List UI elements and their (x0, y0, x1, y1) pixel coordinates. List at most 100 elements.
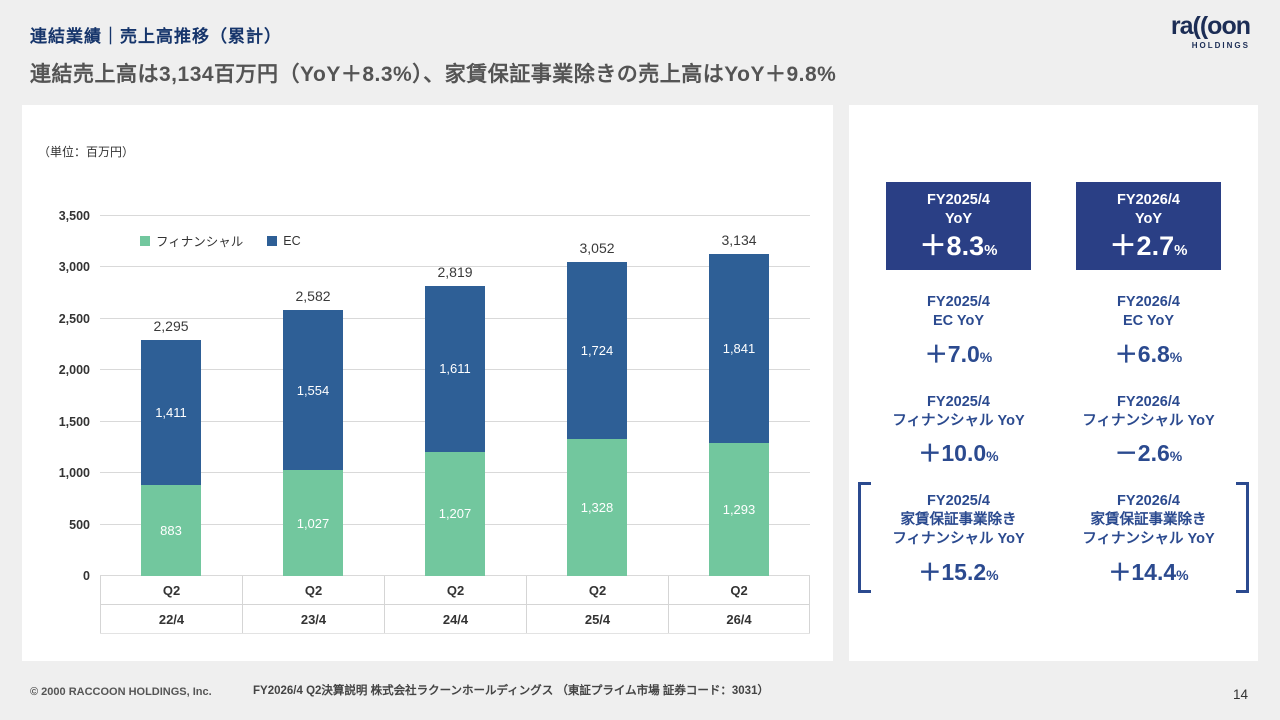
bar-total-label: 2,582 (295, 288, 331, 305)
stat-value-unit: % (1169, 348, 1183, 365)
bar-segment-ec: 1,554 (283, 310, 343, 471)
yoy-box-fy2025: FY2025/4 YoY ＋8.3% (886, 182, 1031, 270)
stat-label: フィナンシャル YoY (1082, 531, 1215, 548)
stats-row: FY2025/4 EC YoY ＋7.0% FY2026/4 EC YoY ＋6.8% (849, 293, 1258, 369)
bar-segment-ec: 1,611 (425, 286, 485, 452)
stat-block: FY2026/4 家賃保証事業除き フィナンシャル YoY ＋14.4% (1064, 492, 1234, 587)
stat-value-unit: % (1169, 448, 1183, 465)
footer-copyright: © 2000 RACCOON HOLDINGS, Inc. (30, 686, 212, 698)
stat-label: 家賃保証事業除き (900, 512, 1017, 529)
left-bracket (858, 482, 871, 593)
bar-segment-value: 883 (160, 522, 182, 538)
legend-swatch (140, 235, 150, 246)
stat-label: FY2025/4 (927, 294, 990, 310)
bar-segment-financial: 883 (141, 485, 201, 576)
y-axis-tick: 2,500 (58, 311, 90, 326)
bar-total-label: 2,295 (153, 317, 189, 334)
logo-subtext: HOLDINGS (1191, 41, 1250, 50)
box-period: FY2026/4 (1117, 191, 1180, 208)
stat-value: ＋14.4% (1064, 553, 1234, 587)
stacked-bar: 3,134 1,841 1,293 (709, 232, 769, 576)
bar-segment-value: 1,724 (580, 343, 614, 359)
box-period: FY2025/4 (927, 191, 990, 208)
x-axis-table: Q2 Q2 Q2 Q2 Q2 22/4 23/4 24/4 25/4 26/4 (100, 576, 810, 634)
x-axis-fiscal-cell: 25/4 (526, 605, 668, 633)
stat-block: FY2025/4 フィナンシャル YoY ＋10.0% (874, 393, 1044, 469)
yoy-highlight-boxes: FY2025/4 YoY ＋8.3% FY2026/4 YoY ＋2.7% (849, 182, 1258, 270)
y-axis-tick: 1,500 (58, 414, 90, 429)
stat-block: FY2025/4 EC YoY ＋7.0% (874, 293, 1044, 369)
stat-label: FY2025/4 (927, 493, 990, 510)
x-axis-quarter-cell: Q2 (526, 576, 668, 604)
bar-segment-value: 1,611 (439, 361, 471, 377)
x-axis-quarter-cell: Q2 (668, 576, 810, 604)
box-label: YoY (1134, 211, 1163, 228)
stat-value: ＋7.0% (874, 335, 1044, 369)
box-value: ＋8.3% (919, 230, 998, 261)
legend-item: EC (267, 231, 301, 250)
stats-row: FY2025/4 家賃保証事業除き フィナンシャル YoY ＋15.2% FY2026/… (849, 482, 1258, 593)
stat-value-unit: % (1176, 566, 1189, 583)
logo-wordmark: ra((oon (1170, 12, 1251, 40)
stat-label: FY2026/4 (1117, 294, 1180, 310)
bar-segment-financial: 1,207 (425, 451, 485, 576)
bar-total-label: 2,819 (437, 264, 473, 281)
plot-area: フィナンシャル EC 2,295 1,411 883 2,582 1,554 1,027 2,… (100, 215, 810, 576)
stat-label: FY2025/4 (927, 393, 990, 410)
chart-legend: フィナンシャル EC (140, 231, 301, 250)
page-number: 14 (1232, 687, 1248, 702)
stat-block: FY2025/4 家賃保証事業除き フィナンシャル YoY ＋15.2% (874, 492, 1044, 587)
legend-swatch (267, 235, 278, 246)
x-axis-fiscal-cell: 26/4 (668, 605, 810, 633)
y-axis-tick: 3,000 (58, 260, 90, 275)
bar-segment-ec: 1,411 (141, 339, 201, 486)
y-axis-tick: 1,000 (58, 466, 90, 481)
bar-segment-value: 1,293 (722, 501, 756, 517)
stats-panel: FY2025/4 YoY ＋8.3% FY2026/4 YoY ＋2.7% FY… (849, 105, 1258, 661)
stat-label: 家賃保証事業除き (1090, 512, 1207, 529)
stat-value-number: －2.6 (1114, 440, 1170, 467)
box-value: ＋2.7% (1109, 230, 1188, 261)
stats-row: FY2025/4 フィナンシャル YoY ＋10.0% FY2026/4 フィナンシャル… (849, 393, 1258, 469)
raccoon-holdings-logo: ra((oon HOLDINGS (1170, 12, 1251, 51)
stat-block: FY2026/4 EC YoY ＋6.8% (1064, 293, 1234, 369)
stat-label: FY2026/4 (1117, 493, 1180, 510)
stat-label: FY2026/4 (1117, 393, 1180, 410)
chart-unit-label: （単位：百万円） (38, 145, 135, 159)
page-title: 連結業績｜売上高推移（累計） (30, 27, 282, 46)
gridline (100, 266, 810, 268)
stats-rows: FY2025/4 EC YoY ＋7.0% FY2026/4 EC YoY ＋6.8% FY… (849, 293, 1258, 593)
slide-headline: 連結売上高は3,134百万円（YoY＋8.3%）、家賃保証事業除きの売上高はYo… (30, 63, 837, 86)
bar-segment-ec: 1,724 (567, 262, 627, 440)
bar-segment-financial: 1,293 (709, 443, 769, 576)
y-axis: 0 500 1,000 1,500 2,000 2,500 3,000 3,500 (22, 209, 90, 583)
stat-label: フィナンシャル YoY (892, 412, 1025, 429)
chart-panel: （単位：百万円） 0 500 1,000 1,500 2,000 2,500 3,000 3,… (22, 105, 833, 661)
bar-segment-financial: 1,328 (567, 439, 627, 576)
stat-value: ＋10.0% (874, 434, 1044, 468)
y-axis-tick: 2,000 (58, 363, 90, 378)
bar-segment-value: 1,411 (155, 405, 187, 421)
x-axis-quarter-cell: Q2 (242, 576, 384, 604)
stat-value: －2.6% (1064, 434, 1234, 468)
legend-label: フィナンシャル (156, 235, 244, 249)
stacked-bar: 2,295 1,411 883 (141, 318, 201, 576)
stat-value-number: ＋14.4 (1108, 558, 1177, 585)
legend-item: フィナンシャル (140, 231, 243, 250)
bar-segment-value: 1,027 (296, 515, 330, 531)
stat-label: フィナンシャル YoY (1082, 412, 1215, 429)
footer-caption: FY2026/4 Q2決算説明 株式会社ラクーンホールディングス （東証プライム… (253, 685, 769, 697)
stat-label: EC YoY (932, 312, 985, 329)
y-axis-tick: 0 (83, 569, 90, 583)
x-axis-fiscal-cell: 22/4 (100, 605, 242, 633)
bar-segment-financial: 1,027 (283, 470, 343, 576)
stacked-bar: 3,052 1,724 1,328 (567, 240, 627, 576)
gridline (100, 215, 810, 216)
stat-value-unit: % (986, 448, 999, 465)
bar-segment-value: 1,841 (722, 340, 756, 356)
stat-value-number: ＋15.2 (918, 558, 987, 585)
stat-label: EC YoY (1122, 312, 1175, 329)
stat-block: FY2026/4 フィナンシャル YoY －2.6% (1064, 393, 1234, 469)
x-axis-quarter-cell: Q2 (384, 576, 526, 604)
stat-value-unit: % (979, 348, 993, 365)
